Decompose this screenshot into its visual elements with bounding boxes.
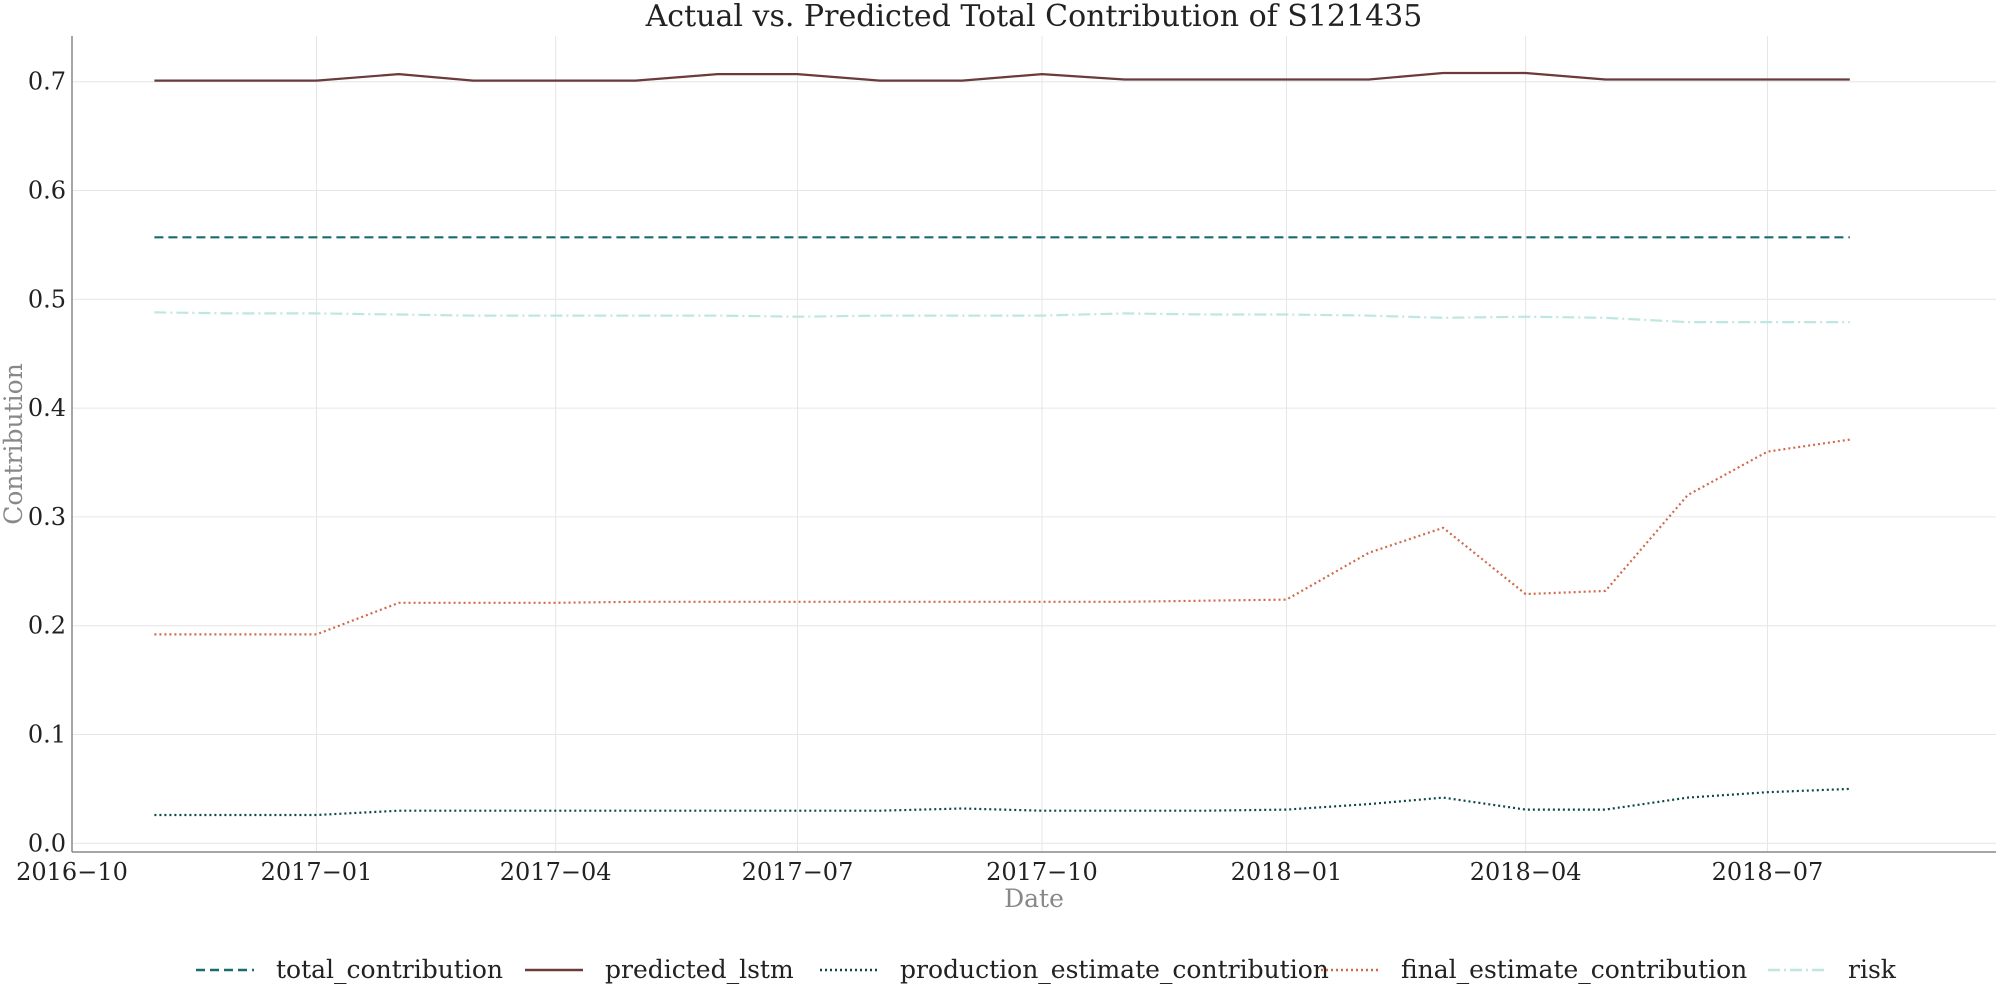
- x-tick-label: 2017−04: [500, 858, 612, 886]
- x-axis-ticks: 2016−10 2017−01 2017−04 2017−07 2017−10 2018−…: [16, 858, 1823, 886]
- y-tick-label: 0.6: [28, 176, 66, 204]
- y-tick-label: 0.0: [28, 829, 66, 857]
- series-line-risk: [154, 311, 1850, 324]
- chart-title: Actual vs. Predicted Total Contribution …: [645, 0, 1423, 34]
- series-line-final-estimate-contribution: [154, 438, 1850, 636]
- legend-label: risk: [1848, 955, 1897, 984]
- x-tick-label: 2017−10: [986, 858, 1098, 886]
- y-tick-label: 0.2: [28, 612, 66, 640]
- axes: [71, 36, 1996, 853]
- x-tick-label: 2018−07: [1712, 858, 1824, 886]
- legend-label: total_contribution: [276, 955, 503, 984]
- x-axis-title: Date: [1004, 884, 1064, 913]
- grid: [71, 36, 1996, 852]
- legend-label: final_estimate_contribution: [1401, 955, 1747, 984]
- y-tick-label: 0.3: [28, 503, 66, 531]
- legend: total_contribution predicted_lstm producti…: [196, 955, 1897, 984]
- y-axis-title: Contribution: [0, 363, 28, 525]
- y-tick-label: 0.7: [28, 68, 66, 96]
- series-line-production-estimate-contribution: [154, 787, 1850, 817]
- legend-label: production_estimate_contribution: [900, 955, 1329, 984]
- x-tick-label: 2018−01: [1231, 858, 1343, 886]
- legend-label: predicted_lstm: [605, 955, 794, 984]
- x-tick-label: 2016−10: [16, 858, 128, 886]
- y-tick-label: 0.1: [28, 720, 66, 748]
- series-line-predicted-lstm: [154, 71, 1850, 82]
- x-tick-label: 2017−07: [742, 858, 854, 886]
- x-tick-label: 2018−04: [1470, 858, 1582, 886]
- x-tick-label: 2017−01: [261, 858, 373, 886]
- series-lines: [154, 71, 1850, 817]
- y-tick-label: 0.4: [28, 394, 66, 422]
- y-axis-ticks: 0.0 0.1 0.2 0.3 0.4 0.5 0.6 0.7: [28, 68, 66, 858]
- y-tick-label: 0.5: [28, 285, 66, 313]
